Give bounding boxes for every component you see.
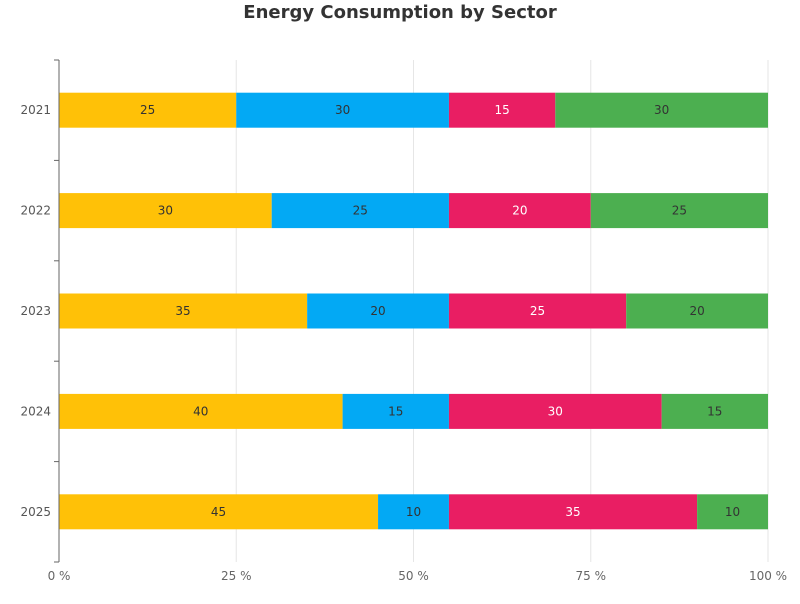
bar-segment — [378, 494, 449, 530]
bar-segment — [59, 393, 343, 429]
data-label: 15 — [388, 404, 403, 418]
data-label: 15 — [494, 103, 509, 117]
bar-segment — [448, 494, 698, 530]
data-label: 30 — [158, 204, 173, 218]
bar-segment — [448, 293, 627, 329]
bar-segment — [555, 92, 768, 128]
y-tick-label: 2024 — [20, 404, 51, 418]
data-label: 15 — [707, 404, 722, 418]
bar-segment — [448, 393, 662, 429]
data-label: 35 — [175, 304, 190, 318]
data-label: 20 — [689, 304, 704, 318]
bar-segment — [626, 293, 768, 329]
data-label: 35 — [565, 505, 580, 519]
bar-segment — [342, 393, 449, 429]
bar-segment — [59, 193, 272, 229]
bar-segment — [448, 92, 556, 128]
data-label: 25 — [140, 103, 155, 117]
bar-segment — [590, 193, 768, 229]
y-tick-label: 2025 — [20, 505, 51, 519]
bar-segment — [448, 193, 591, 229]
y-tick-label: 2022 — [20, 204, 51, 218]
data-label: 25 — [672, 204, 687, 218]
x-tick-label: 25 % — [221, 569, 252, 583]
x-tick-label: 0 % — [48, 569, 71, 583]
bar-segment — [59, 494, 379, 530]
data-label: 45 — [211, 505, 226, 519]
x-tick-label: 50 % — [398, 569, 429, 583]
bar-segment — [59, 92, 237, 128]
bar-segment — [236, 92, 449, 128]
bar-segment — [307, 293, 449, 329]
x-tick-label: 100 % — [749, 569, 787, 583]
data-label: 10 — [406, 505, 421, 519]
data-label: 30 — [654, 103, 669, 117]
data-label: 25 — [353, 204, 368, 218]
y-tick-label: 2023 — [20, 304, 51, 318]
data-label: 30 — [335, 103, 350, 117]
data-label: 25 — [530, 304, 545, 318]
x-tick-label: 75 % — [576, 569, 607, 583]
chart-title: Energy Consumption by Sector — [243, 2, 557, 23]
data-label: 40 — [193, 404, 208, 418]
data-label: 30 — [548, 404, 563, 418]
bar-segment — [697, 494, 768, 530]
data-label: 20 — [370, 304, 385, 318]
y-tick-label: 2021 — [20, 103, 51, 117]
data-label: 20 — [512, 204, 527, 218]
bar-segment — [271, 193, 449, 229]
data-label: 10 — [725, 505, 740, 519]
bar-segment — [59, 293, 308, 329]
bar-segment — [661, 393, 768, 429]
